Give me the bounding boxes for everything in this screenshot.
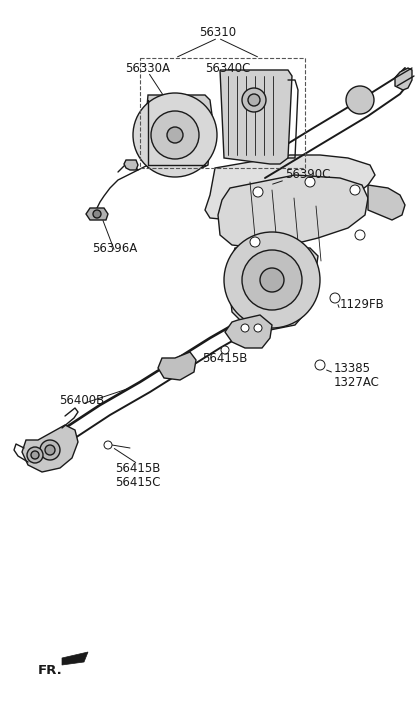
Polygon shape: [124, 160, 138, 170]
Text: 1129FB: 1129FB: [340, 299, 385, 311]
Text: 56390C: 56390C: [285, 169, 330, 182]
Circle shape: [350, 185, 360, 195]
Circle shape: [248, 94, 260, 106]
Polygon shape: [220, 70, 292, 164]
Circle shape: [241, 324, 249, 332]
Circle shape: [45, 445, 55, 455]
Circle shape: [253, 187, 263, 197]
Circle shape: [40, 440, 60, 460]
Circle shape: [167, 127, 183, 143]
Polygon shape: [145, 95, 212, 168]
Text: 56340C: 56340C: [205, 62, 251, 74]
Text: 56396A: 56396A: [92, 241, 137, 254]
Text: 1327AC: 1327AC: [334, 376, 380, 388]
Polygon shape: [158, 352, 196, 380]
Polygon shape: [395, 68, 412, 90]
Circle shape: [151, 111, 199, 159]
Polygon shape: [62, 652, 88, 665]
Text: 56415C: 56415C: [115, 475, 161, 489]
Text: 56330A: 56330A: [126, 62, 171, 74]
Polygon shape: [22, 425, 78, 472]
Polygon shape: [205, 155, 375, 220]
Circle shape: [224, 232, 320, 328]
Polygon shape: [218, 175, 368, 248]
Circle shape: [133, 93, 217, 177]
Circle shape: [93, 210, 101, 218]
Bar: [140, 58, 305, 168]
Circle shape: [242, 88, 266, 112]
Polygon shape: [228, 248, 318, 330]
Polygon shape: [368, 185, 405, 220]
Polygon shape: [86, 208, 108, 220]
Circle shape: [260, 268, 284, 292]
Text: 56415B: 56415B: [115, 462, 161, 475]
Text: FR.: FR.: [38, 664, 63, 677]
Text: 56400B: 56400B: [59, 393, 105, 406]
Circle shape: [31, 451, 39, 459]
Circle shape: [346, 86, 374, 114]
Circle shape: [221, 346, 229, 354]
Circle shape: [250, 237, 260, 247]
Circle shape: [242, 250, 302, 310]
Circle shape: [254, 324, 262, 332]
Circle shape: [104, 441, 112, 449]
Text: 56415B: 56415B: [202, 351, 248, 364]
Circle shape: [315, 360, 325, 370]
Circle shape: [330, 293, 340, 303]
Circle shape: [355, 230, 365, 240]
Circle shape: [305, 177, 315, 187]
Text: 13385: 13385: [334, 361, 371, 374]
Text: 56310: 56310: [199, 25, 237, 39]
Polygon shape: [225, 315, 272, 348]
Circle shape: [27, 447, 43, 463]
